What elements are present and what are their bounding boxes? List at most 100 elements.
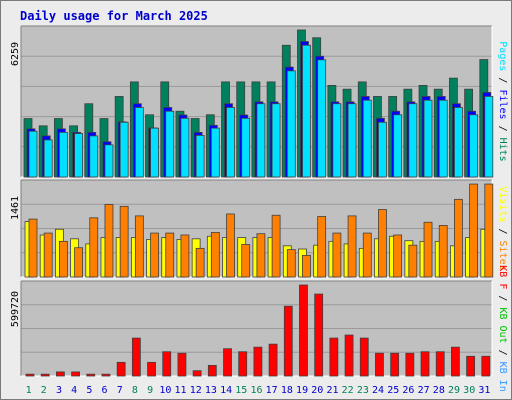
x-tick-label: 26	[402, 385, 414, 396]
x-tick-label: 17	[266, 385, 278, 396]
x-tick-label: 4	[71, 385, 77, 396]
bar-kb	[420, 351, 430, 377]
bar-kb	[147, 361, 156, 377]
x-tick-label: 11	[175, 385, 187, 396]
bar-kb	[451, 346, 460, 377]
bar-pages	[180, 117, 190, 178]
bar-kb	[192, 370, 202, 377]
bar-pages	[302, 44, 311, 178]
x-tick-label: 20	[311, 385, 323, 396]
bar-kb	[162, 351, 172, 377]
bar-sites	[484, 183, 494, 278]
bar-pages	[104, 144, 114, 178]
legend-entry: /	[497, 71, 508, 89]
bar-kb	[359, 337, 369, 377]
x-tick-label: 5	[86, 385, 92, 396]
bar-pages	[454, 107, 463, 178]
bar-sites	[286, 249, 296, 278]
x-tick-label: 29	[448, 385, 460, 396]
bar-sites	[438, 225, 448, 278]
bar-pages	[241, 117, 251, 178]
bar-pages	[423, 99, 433, 178]
bar-pages	[469, 114, 479, 178]
x-tick-label: 13	[205, 385, 217, 396]
bar-kb	[466, 355, 476, 377]
bar-sites	[302, 254, 311, 278]
bar-sites	[393, 234, 403, 278]
bar-sites	[469, 183, 479, 278]
legend-entry: /	[497, 222, 508, 240]
bar-pages	[195, 135, 205, 178]
legend-entry: Hits	[497, 138, 508, 162]
right-axis-label: Visits / Sites	[497, 186, 508, 270]
bar-kb	[344, 334, 354, 377]
bar-kb	[71, 371, 80, 377]
bar-sites	[89, 217, 99, 278]
chart-title: Daily usage for March 2025	[20, 9, 208, 23]
x-tick-label: 27	[418, 385, 430, 396]
legend-entry: Files	[497, 89, 508, 119]
bar-kb	[101, 373, 111, 377]
bar-pages	[438, 99, 448, 178]
x-tick-label: 28	[433, 385, 445, 396]
bar-kb	[40, 373, 50, 377]
bar-kb	[314, 293, 324, 377]
bar-sites	[150, 232, 159, 278]
x-tick-label: 10	[159, 385, 171, 396]
bar-pages	[271, 103, 281, 178]
bar-pages	[256, 103, 266, 178]
y-max-label: 6259	[10, 42, 21, 66]
bar-pages	[408, 103, 418, 178]
bar-sites	[347, 215, 357, 278]
legend-entry: /	[497, 289, 508, 307]
x-tick-label: 12	[190, 385, 202, 396]
legend-entry: KB F	[497, 265, 508, 289]
bar-pages	[150, 127, 159, 178]
x-tick-label: 23	[357, 385, 369, 396]
bar-sites	[134, 215, 144, 278]
legend-entry: Pages	[497, 41, 508, 71]
bar-sites	[104, 204, 114, 278]
legend-entry: /	[497, 344, 508, 362]
bar-sites	[119, 205, 129, 278]
y-max-label: 599720	[10, 291, 21, 327]
bar-kb	[390, 352, 400, 377]
bar-kb	[238, 351, 248, 377]
y-max-label-text: 1461	[10, 196, 21, 220]
bar-sites	[74, 247, 83, 278]
bar-pages	[347, 103, 357, 178]
x-tick-label: 2	[41, 385, 47, 396]
bar-kb	[131, 337, 141, 377]
bar-kb	[481, 355, 491, 377]
x-tick-label: 9	[147, 385, 153, 396]
x-tick-label: 19	[296, 385, 308, 396]
bar-pages	[393, 114, 403, 178]
bar-kb	[25, 373, 35, 377]
bar-kb	[253, 346, 263, 377]
bar-pages	[74, 133, 83, 178]
x-tick-label: 21	[326, 385, 338, 396]
legend-entry: KB In	[497, 362, 508, 392]
bar-kb	[299, 284, 308, 377]
bar-pages	[362, 99, 372, 178]
bar-pages	[332, 103, 342, 178]
bar-kb	[375, 352, 384, 377]
bar-kb	[116, 361, 126, 377]
x-tick-label: 3	[56, 385, 62, 396]
x-tick-label: 31	[478, 385, 490, 396]
right-axis-label-text: Pages / Files / Hits	[497, 41, 508, 161]
bar-sites	[43, 232, 53, 278]
bar-pages	[43, 139, 53, 178]
bar-sites	[454, 198, 463, 278]
x-tick-label: 22	[342, 385, 354, 396]
bar-pages	[210, 127, 220, 178]
right-axis-label-text: KB F / KB Out / KB In	[497, 265, 508, 391]
x-tick-label: 24	[372, 385, 384, 396]
legend-entry: Sites	[497, 241, 508, 271]
bar-kb	[283, 305, 293, 377]
x-tick-label: 18	[281, 385, 293, 396]
bar-sites	[28, 218, 38, 278]
bar-pages	[58, 131, 68, 178]
bar-sites	[378, 209, 387, 278]
bar-pages	[119, 121, 129, 178]
